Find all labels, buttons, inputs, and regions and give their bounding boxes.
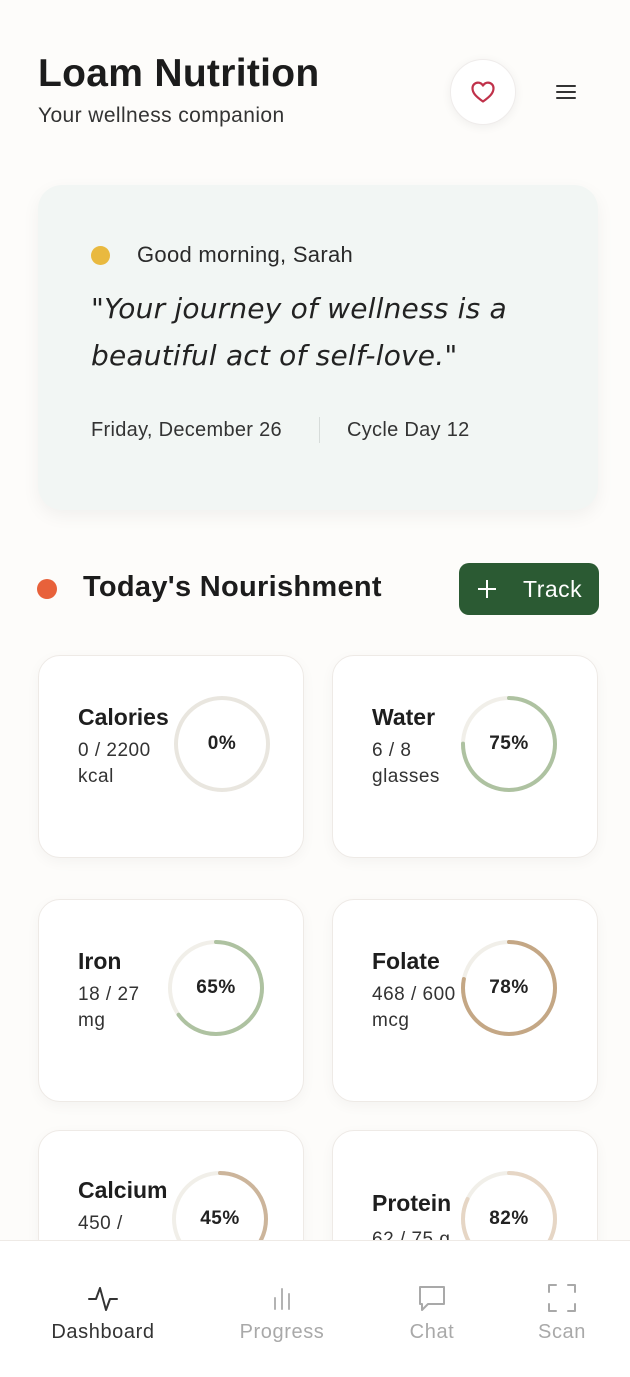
progress-ring-fill <box>168 940 264 1036</box>
nutrient-value: 450 / <box>78 1213 123 1234</box>
current-date: Friday, December 26 <box>91 419 282 441</box>
progress-percent: 0% <box>207 733 237 754</box>
nutrient-card-protein[interactable]: Protein 62 / 75 g 82% <box>332 1130 598 1240</box>
progress-ring-fill <box>172 1171 268 1240</box>
plus-icon <box>476 578 498 600</box>
chat-bubble-icon <box>419 1286 445 1311</box>
progress-ring-graphic <box>172 1171 268 1240</box>
hamburger-menu-icon <box>556 85 576 99</box>
nutrient-name: Water <box>372 704 436 730</box>
favorite-button[interactable] <box>450 59 516 125</box>
progress-ring <box>172 694 272 794</box>
nav-dashboard[interactable]: Dashboard <box>42 1241 164 1377</box>
wellness-quote: "Your journey of wellness is a beautiful… <box>91 292 507 372</box>
scan-frame-icon <box>548 1284 576 1312</box>
progress-ring-fill <box>461 696 557 792</box>
progress-ring-graphic <box>461 1171 557 1240</box>
app-title: Loam Nutrition <box>38 52 320 95</box>
nav-label: Chat <box>409 1321 455 1343</box>
nutrient-card-iron[interactable]: Iron 18 / 27 mg 65% <box>38 899 304 1102</box>
progress-percent: 82% <box>489 1208 529 1229</box>
nutrient-value: 18 / 27 mg <box>78 984 140 1031</box>
section-dot <box>37 579 57 599</box>
nav-label: Progress <box>239 1321 325 1343</box>
nutrient-grid: Calories 0 / 2200 kcal 0% Water 6 / 8 gl… <box>38 655 598 1240</box>
nutrient-name: Folate <box>372 948 440 974</box>
nutrient-name: Protein <box>372 1190 452 1216</box>
nav-label: Dashboard <box>51 1321 155 1343</box>
bottom-nav: Dashboard Progress Chat Scan <box>0 1240 630 1377</box>
progress-ring-fill <box>461 1171 557 1240</box>
nutrient-value: 62 / 75 g <box>372 1229 451 1240</box>
progress-ring <box>170 1169 270 1240</box>
meta-divider <box>319 417 320 443</box>
heart-icon <box>471 81 495 103</box>
progress-ring-graphic <box>174 696 270 792</box>
nutrient-name: Calcium <box>78 1177 168 1203</box>
nav-progress[interactable]: Progress <box>232 1241 332 1377</box>
progress-percent: 78% <box>489 977 529 998</box>
section-title: Today's Nourishment <box>83 571 382 603</box>
nav-label: Scan <box>538 1321 586 1343</box>
progress-percent: 45% <box>200 1208 240 1229</box>
nutrient-value: 6 / 8 glasses <box>372 740 440 787</box>
nutrient-card-folate[interactable]: Folate 468 / 600 mcg 78% <box>332 899 598 1102</box>
progress-ring <box>459 1169 559 1240</box>
track-button[interactable]: Track <box>459 563 599 615</box>
nutrient-name: Calories <box>78 704 169 730</box>
cycle-day: Cycle Day 12 <box>347 419 470 441</box>
progress-ring-graphic <box>461 940 557 1036</box>
activity-icon <box>88 1287 118 1311</box>
nutrient-card-water[interactable]: Water 6 / 8 glasses 75% <box>332 655 598 858</box>
progress-ring-graphic <box>168 940 264 1036</box>
nutrient-value: 468 / 600 mcg <box>372 984 456 1031</box>
nutrient-name: Iron <box>78 948 122 974</box>
nutrient-card-calcium[interactable]: Calcium 450 / 45% <box>38 1130 304 1240</box>
progress-percent: 65% <box>196 977 236 998</box>
progress-ring-graphic <box>461 696 557 792</box>
progress-ring <box>459 938 559 1038</box>
greeting-status-dot <box>91 246 110 265</box>
progress-ring-track <box>174 696 270 792</box>
nav-scan[interactable]: Scan <box>528 1241 596 1377</box>
nutrient-value: 0 / 2200 kcal <box>78 740 151 787</box>
progress-percent: 75% <box>489 733 529 754</box>
bar-chart-icon <box>274 1288 290 1310</box>
track-button-label: Track <box>523 575 583 602</box>
nutrient-card-calories[interactable]: Calories 0 / 2200 kcal 0% <box>38 655 304 858</box>
progress-ring <box>166 938 266 1038</box>
progress-ring <box>459 694 559 794</box>
greeting-text: Good morning, Sarah <box>137 242 354 267</box>
menu-button[interactable] <box>546 72 586 112</box>
app-subtitle: Your wellness companion <box>38 104 285 127</box>
nav-chat[interactable]: Chat <box>396 1241 468 1377</box>
greeting-card: Good morning, Sarah "Your journey of wel… <box>38 185 598 510</box>
progress-ring-fill <box>461 940 557 1036</box>
